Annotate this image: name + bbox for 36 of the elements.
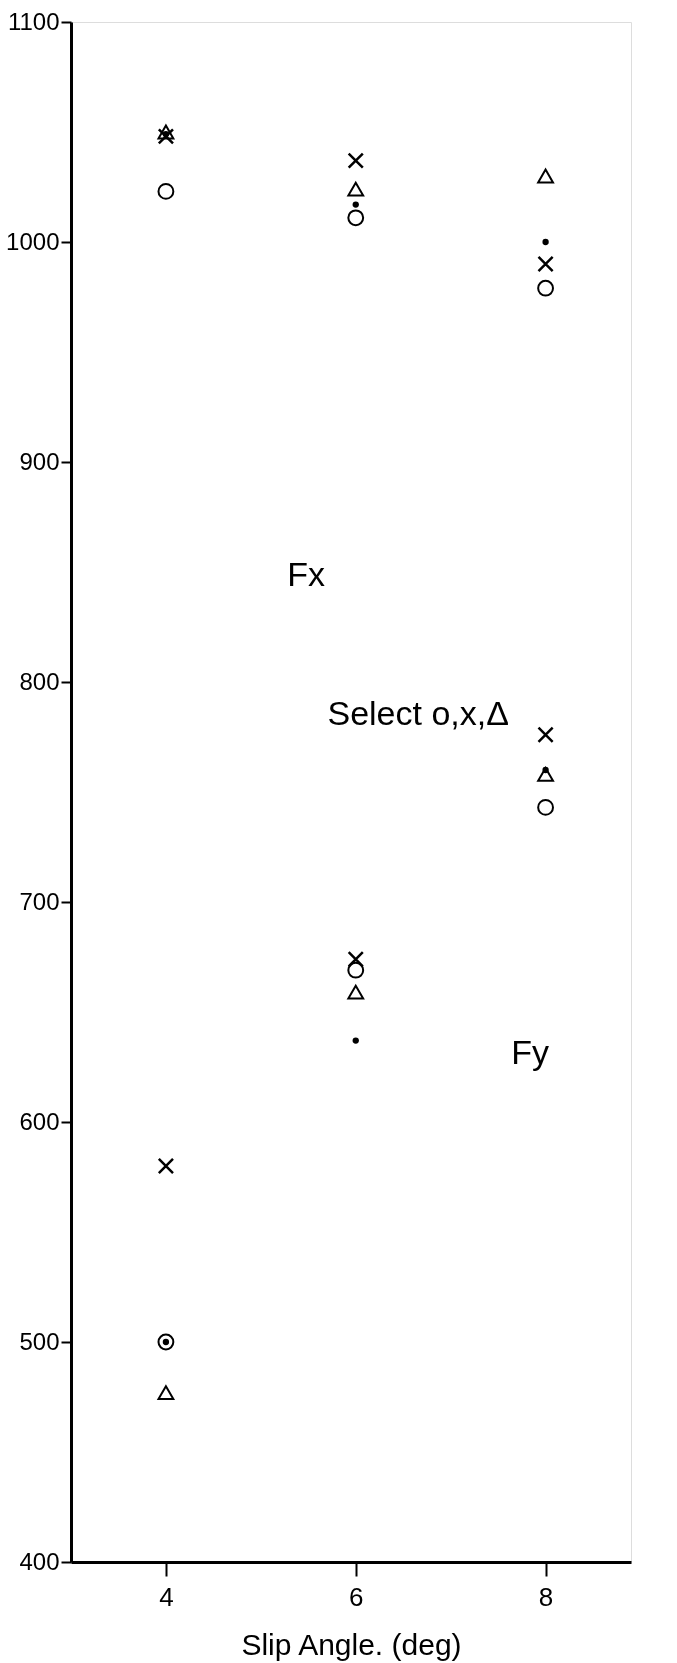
y-tick-label: 1100 xyxy=(7,7,60,35)
point xyxy=(347,961,365,979)
point xyxy=(347,984,365,1000)
annotation: Fx xyxy=(287,555,326,594)
y-tick-label: 600 xyxy=(19,1107,60,1135)
point xyxy=(537,799,554,816)
y-tick-label: 900 xyxy=(19,447,60,475)
point xyxy=(537,168,554,184)
y-tick-label: 500 xyxy=(19,1327,60,1355)
point xyxy=(347,950,365,968)
point xyxy=(347,181,365,197)
point xyxy=(157,183,175,200)
y-tick-label: 800 xyxy=(19,667,60,695)
point xyxy=(157,124,175,140)
point xyxy=(157,128,175,145)
point xyxy=(347,209,365,227)
point xyxy=(347,152,365,169)
annotation: Fy xyxy=(511,1032,550,1071)
point xyxy=(537,726,554,744)
point xyxy=(537,279,554,297)
x-tick-label: 6 xyxy=(349,1581,364,1612)
x-tick-label: 4 xyxy=(159,1581,174,1612)
point xyxy=(352,201,359,208)
x-tick-label: 8 xyxy=(538,1581,554,1612)
point xyxy=(537,255,554,273)
point xyxy=(542,238,549,246)
annotation: Select o,x,Δ xyxy=(327,694,509,732)
point xyxy=(157,1385,175,1401)
point xyxy=(157,1157,175,1175)
point xyxy=(537,766,554,782)
point xyxy=(157,1333,175,1351)
point xyxy=(352,1037,359,1044)
y-tick-label: 1000 xyxy=(6,227,60,255)
x-axis-title: Slip Angle. (deg) xyxy=(241,1627,462,1661)
y-tick-label: 400 xyxy=(19,1547,60,1575)
y-tick-label: 700 xyxy=(19,887,60,915)
